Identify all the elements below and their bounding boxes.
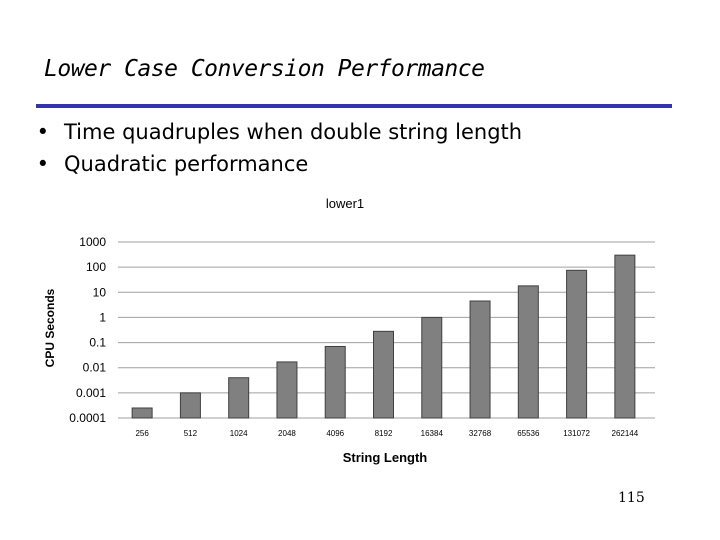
slide-title: Lower Case Conversion Performance bbox=[44, 56, 485, 82]
y-tick-label: 0.0001 bbox=[69, 411, 106, 425]
chart-title: lower1 bbox=[326, 196, 364, 211]
x-tick-label: 262144 bbox=[612, 429, 639, 438]
x-tick-label: 512 bbox=[184, 429, 198, 438]
y-tick-label: 0.01 bbox=[83, 361, 107, 375]
bar-262144 bbox=[614, 254, 636, 419]
bullet-dot: • bbox=[30, 152, 50, 176]
x-tick-label: 16384 bbox=[421, 429, 444, 438]
y-tick-labels: 1000 100 10 1 0.1 0.01 0.001 0.0001 bbox=[69, 235, 106, 425]
x-tick-label: 8192 bbox=[375, 429, 393, 438]
y-tick-label: 0.001 bbox=[76, 386, 106, 400]
x-tick-labels: 256 512 1024 2048 4096 8192 16384 32768 65536 131… bbox=[135, 429, 638, 438]
bullet-item: • Quadratic performance bbox=[30, 148, 522, 180]
x-tick-label: 131072 bbox=[563, 429, 590, 438]
bar-131072 bbox=[566, 269, 588, 419]
x-tick-label: 65536 bbox=[517, 429, 540, 438]
bar-32768 bbox=[469, 300, 491, 419]
x-tick-label: 2048 bbox=[278, 429, 296, 438]
x-tick-label: 256 bbox=[135, 429, 149, 438]
bullet-item: • Time quadruples when double string leng… bbox=[30, 116, 522, 148]
bar-4096 bbox=[324, 345, 346, 419]
bar-2048 bbox=[276, 361, 298, 419]
y-tick-label: 10 bbox=[93, 285, 107, 299]
y-tick-label: 1000 bbox=[79, 235, 106, 249]
x-tick-label: 4096 bbox=[326, 429, 344, 438]
bullet-text: Time quadruples when double string lengt… bbox=[64, 120, 523, 144]
bar-512 bbox=[179, 392, 201, 419]
y-tick-label: 0.1 bbox=[89, 336, 106, 350]
bar-65536 bbox=[517, 285, 539, 419]
bullet-dot: • bbox=[30, 120, 50, 144]
bullet-list: • Time quadruples when double string leng… bbox=[30, 116, 522, 180]
bar-8192 bbox=[373, 330, 394, 419]
bar-256 bbox=[131, 407, 153, 419]
y-axis-label: CPU Seconds bbox=[43, 288, 57, 367]
x-tick-label: 1024 bbox=[230, 429, 248, 438]
y-tick-label: 1 bbox=[99, 310, 106, 324]
bar-1024 bbox=[228, 377, 250, 419]
bar-layer bbox=[131, 254, 636, 419]
x-tick-label: 32768 bbox=[469, 429, 492, 438]
page-number: 115 bbox=[618, 490, 645, 506]
y-tick-label: 100 bbox=[86, 260, 106, 274]
bullet-text: Quadratic performance bbox=[64, 152, 309, 176]
bar-16384 bbox=[421, 316, 443, 419]
title-rule bbox=[36, 104, 672, 108]
x-axis-label: String Length bbox=[343, 450, 428, 465]
